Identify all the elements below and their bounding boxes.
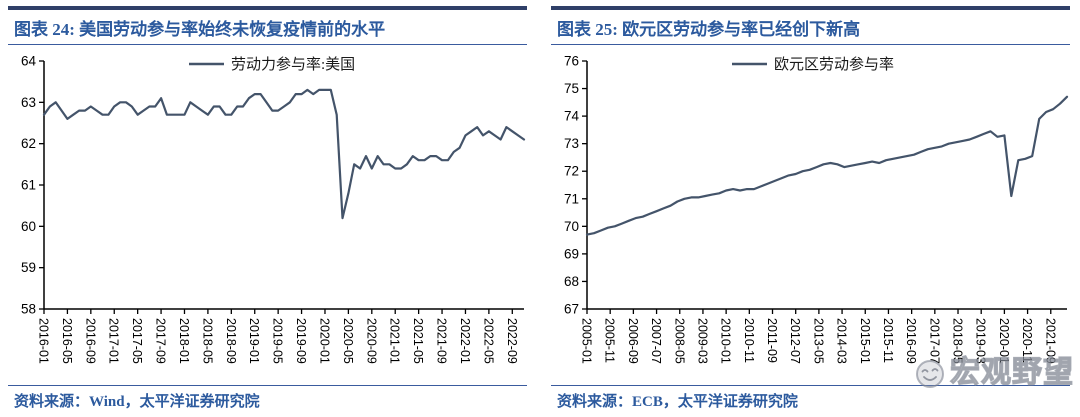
svg-text:2019-01: 2019-01 <box>247 318 261 364</box>
svg-text:2016-01: 2016-01 <box>37 318 51 364</box>
svg-text:2017-09: 2017-09 <box>154 318 168 364</box>
svg-text:2020-09: 2020-09 <box>364 318 378 364</box>
svg-text:75: 75 <box>564 81 579 96</box>
svg-text:2016-09: 2016-09 <box>904 318 918 364</box>
svg-text:2006-09: 2006-09 <box>626 318 640 364</box>
svg-text:2018-09: 2018-09 <box>224 318 238 364</box>
svg-text:2008-05: 2008-05 <box>672 318 686 364</box>
svg-text:76: 76 <box>564 54 579 69</box>
svg-text:64: 64 <box>21 54 37 69</box>
svg-text:2013-05: 2013-05 <box>811 318 825 364</box>
svg-text:2010-01: 2010-01 <box>719 318 733 364</box>
figure-25-title: 图表 25: 欧元区劳动参与率已经创下新高 <box>551 6 1070 45</box>
svg-text:2020-01: 2020-01 <box>317 318 331 364</box>
svg-text:2021-01: 2021-01 <box>388 318 402 364</box>
us-lfpr-line-chart: 58 59 60 61 62 63 64 2016-01 2016-05 2016-09 2017-… <box>21 54 526 364</box>
svg-text:2015-01: 2015-01 <box>858 318 872 364</box>
svg-text:2020-11: 2020-11 <box>1020 318 1034 363</box>
svg-text:2014-03: 2014-03 <box>835 318 849 364</box>
us-lfpr-chart-area: 58 59 60 61 62 63 64 2016-01 2016-05 2016-09 2017-… <box>8 45 527 385</box>
svg-text:2007-07: 2007-07 <box>649 318 663 364</box>
svg-text:68: 68 <box>564 274 579 289</box>
svg-text:72: 72 <box>564 164 579 179</box>
svg-text:67: 67 <box>564 302 579 317</box>
svg-text:2017-05: 2017-05 <box>130 318 144 364</box>
svg-text:2017-07: 2017-07 <box>927 318 941 364</box>
svg-text:2015-11: 2015-11 <box>881 318 895 363</box>
eurozone-lfpr-line-chart: 67 68 69 70 71 72 73 74 75 76 2005-01 2005-11 2006-0… <box>564 54 1069 364</box>
svg-text:63: 63 <box>21 95 36 110</box>
svg-text:2010-11: 2010-11 <box>742 318 756 363</box>
svg-text:2017-01: 2017-01 <box>107 318 121 364</box>
svg-text:2022-01: 2022-01 <box>458 318 472 364</box>
svg-text:2018-05: 2018-05 <box>951 318 965 364</box>
panel-eurozone-lfpr: 图表 25: 欧元区劳动参与率已经创下新高 67 68 69 70 71 72 73 74 75… <box>551 6 1074 417</box>
svg-text:2018-05: 2018-05 <box>200 318 214 364</box>
svg-text:2021-09: 2021-09 <box>1043 318 1057 364</box>
svg-text:60: 60 <box>21 219 36 234</box>
svg-text:62: 62 <box>21 136 36 151</box>
svg-text:2019-03: 2019-03 <box>974 318 988 364</box>
svg-text:61: 61 <box>21 178 36 193</box>
svg-text:2021-09: 2021-09 <box>435 318 449 364</box>
svg-text:2022-05: 2022-05 <box>481 318 495 364</box>
svg-text:71: 71 <box>564 191 579 206</box>
svg-text:2021-05: 2021-05 <box>411 318 425 364</box>
svg-text:2005-01: 2005-01 <box>580 318 594 364</box>
svg-text:2009-03: 2009-03 <box>695 318 709 364</box>
svg-text:2018-01: 2018-01 <box>177 318 191 364</box>
svg-text:2020-05: 2020-05 <box>341 318 355 364</box>
svg-text:2011-09: 2011-09 <box>765 318 779 363</box>
svg-text:69: 69 <box>564 246 579 261</box>
svg-text:2016-05: 2016-05 <box>60 318 74 364</box>
figure-25-source: 资料来源：ECB，太平洋证券研究院 <box>551 385 1070 413</box>
figure-24-title: 图表 24: 美国劳动参与率始终未恢复疫情前的水平 <box>8 6 527 45</box>
svg-text:2012-07: 2012-07 <box>788 318 802 364</box>
svg-text:74: 74 <box>564 109 580 124</box>
svg-text:2020-01: 2020-01 <box>997 318 1011 364</box>
svg-text:劳动力参与率:美国: 劳动力参与率:美国 <box>231 56 355 73</box>
eurozone-lfpr-chart-area: 67 68 69 70 71 72 73 74 75 76 2005-01 2005-11 2006-0… <box>551 45 1070 385</box>
svg-text:58: 58 <box>21 302 36 317</box>
svg-text:2016-09: 2016-09 <box>83 318 97 364</box>
svg-text:59: 59 <box>21 260 36 275</box>
svg-text:2019-09: 2019-09 <box>294 318 308 364</box>
svg-text:2019-05: 2019-05 <box>271 318 285 364</box>
svg-text:73: 73 <box>564 136 579 151</box>
svg-text:70: 70 <box>564 219 579 234</box>
svg-text:2022-09: 2022-09 <box>505 318 519 364</box>
panel-us-lfpr: 图表 24: 美国劳动参与率始终未恢复疫情前的水平 58 59 60 61 62 63 64… <box>8 6 527 417</box>
svg-text:2005-11: 2005-11 <box>603 318 617 363</box>
svg-text:欧元区劳动参与率: 欧元区劳动参与率 <box>774 56 894 73</box>
figure-24-source: 资料来源：Wind，太平洋证券研究院 <box>8 385 527 413</box>
